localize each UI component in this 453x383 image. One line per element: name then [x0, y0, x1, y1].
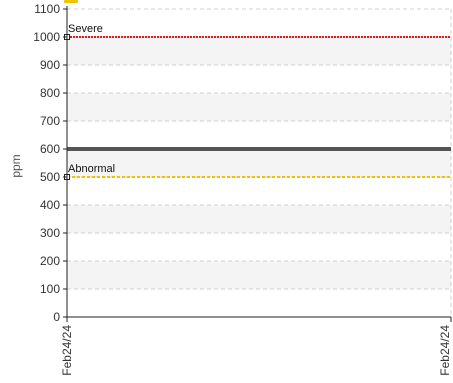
- y-tick-label: 400: [40, 198, 60, 212]
- threshold-label-abnormal: Abnormal: [68, 163, 115, 175]
- y-tick-label: 1000: [33, 30, 60, 44]
- grid-band: [67, 37, 451, 65]
- grid-band: [67, 149, 451, 177]
- grid-band: [67, 261, 451, 289]
- y-tick-labels: 0 100 200 300 400 500 600 700 800 900 1000 1100: [33, 2, 60, 324]
- y-tick-label: 600: [40, 142, 60, 156]
- grid-band: [67, 205, 451, 233]
- x-tick-label: Feb24/24: [60, 325, 74, 376]
- y-tick-label: 700: [40, 114, 60, 128]
- axes: [63, 6, 452, 322]
- y-tick-label: 300: [40, 226, 60, 240]
- alternating-bands: [67, 37, 451, 289]
- y-tick-label: 800: [40, 86, 60, 100]
- grid-band: [67, 93, 451, 121]
- y-tick-label: 200: [40, 254, 60, 268]
- x-tick-labels: Feb24/24 Feb24/24: [60, 325, 452, 376]
- x-tick-label: Feb24/24: [438, 325, 452, 376]
- y-tick-label: 100: [40, 282, 60, 296]
- legend-swatch: [64, 0, 78, 3]
- y-tick-label: 900: [40, 58, 60, 72]
- y-axis-title: ppm: [9, 154, 23, 177]
- y-tick-label: 0: [53, 310, 60, 324]
- y-tick-label: 500: [40, 170, 60, 184]
- threshold-label-severe: Severe: [68, 23, 103, 35]
- y-tick-label: 1100: [34, 2, 60, 16]
